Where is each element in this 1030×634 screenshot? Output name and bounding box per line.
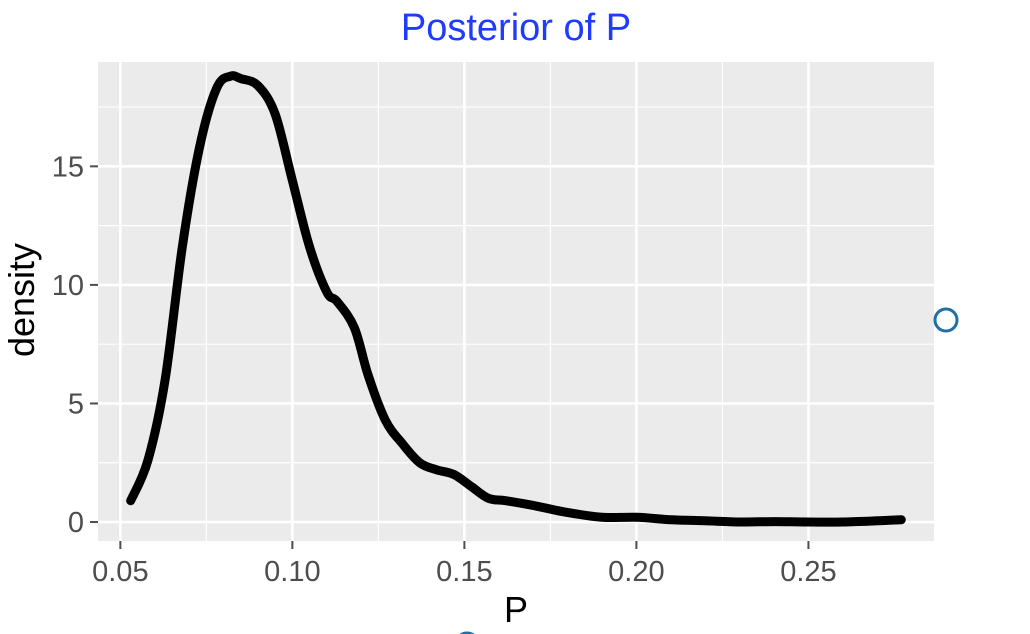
y-tick-label: 0 [68,507,84,539]
x-tick-label: 0.10 [264,556,320,588]
x-tick-label: 0.20 [608,556,664,588]
x-axis-title: P [504,589,528,630]
marker-circle-bottom[interactable] [456,631,478,634]
density-curve [126,71,906,527]
panel-background [98,62,934,541]
y-axis-title: density [1,243,42,357]
y-tick-label: 10 [52,270,84,302]
x-tick-label: 0.05 [92,556,148,588]
marker-circle-right[interactable] [933,307,959,333]
plot-panel [98,62,934,541]
x-tick-label: 0.15 [436,556,492,588]
density-curve-layer [126,71,906,527]
y-tick-label: 15 [52,151,84,183]
axes: 0.05 0.10 0.15 0.20 0.25 0 5 10 15 [52,151,837,588]
y-tick-label: 5 [68,388,84,420]
x-tick-label: 0.25 [780,556,836,588]
grid-lines [98,62,934,541]
chart-title: Posterior of P [401,7,631,49]
